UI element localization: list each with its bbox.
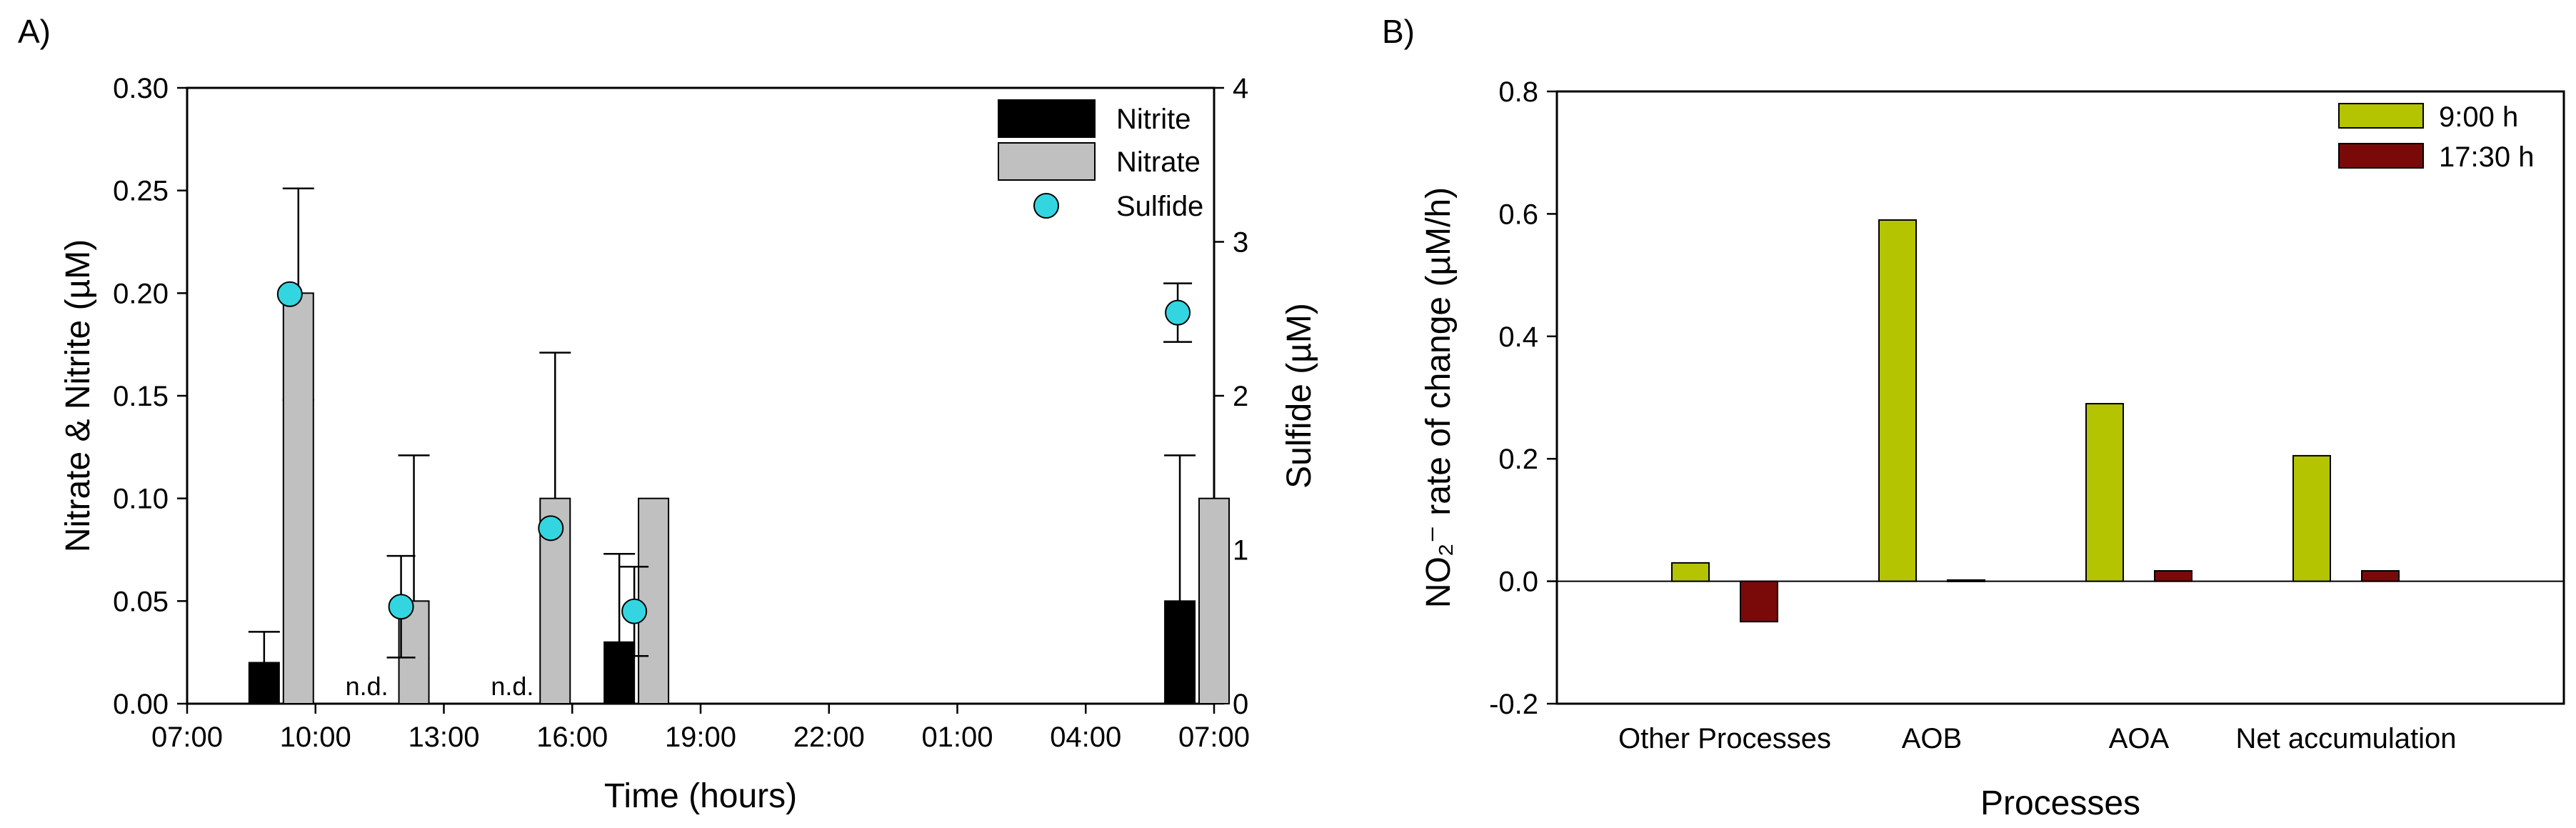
bar-nine bbox=[1671, 562, 1710, 582]
y2-tick-label-a: 3 bbox=[1233, 227, 1248, 259]
y-axis-label-a: Nitrate & Nitrite (µM) bbox=[59, 239, 97, 552]
y-tick-label-a: 0.05 bbox=[113, 586, 169, 617]
y2-tick-label-a: 2 bbox=[1233, 381, 1248, 412]
y-tick-label-b: 0.2 bbox=[1498, 444, 1538, 475]
legend-label-sulfide: Sulfide bbox=[1116, 191, 1203, 222]
x-tick-label-b: AOB bbox=[1902, 723, 1962, 754]
y2-axis-label-a: Sulfide (µM) bbox=[1281, 303, 1318, 489]
bar-seventeen-thirty bbox=[1947, 579, 1985, 582]
nitrite-bar bbox=[603, 641, 636, 704]
x-axis-label-a: Time (hours) bbox=[604, 777, 797, 815]
bar-seventeen-thirty bbox=[2154, 570, 2192, 582]
legend-swatch-b bbox=[2338, 143, 2424, 169]
bar-nine bbox=[2292, 454, 2331, 582]
bar-seventeen-thirty bbox=[2361, 570, 2400, 582]
y-tick-label-a: 0.20 bbox=[113, 278, 169, 309]
legend-label-nitrate: Nitrate bbox=[1116, 146, 1201, 178]
bar-nine bbox=[1878, 219, 1917, 582]
sulfide-point bbox=[1165, 299, 1191, 326]
x-tick-label-b: Other Processes bbox=[1618, 723, 1831, 754]
y-axis-label-b: NO₂⁻ rate of change (µM/h) bbox=[1420, 187, 1458, 608]
y-tick-label-a: 0.30 bbox=[113, 73, 169, 104]
y-tick-label-b: 0.4 bbox=[1498, 321, 1538, 353]
y-tick-label-a: 0.10 bbox=[113, 484, 169, 515]
x-tick-label-a: 10:00 bbox=[280, 722, 351, 753]
nitrate-bar bbox=[638, 497, 670, 705]
x-tick-label-a: 01:00 bbox=[921, 722, 993, 753]
panel-label-b: B) bbox=[1382, 13, 1415, 50]
sulfide-point bbox=[538, 515, 564, 542]
x-tick-label-b: AOA bbox=[2109, 723, 2170, 754]
legend-swatch-sulfide bbox=[1033, 193, 1059, 219]
x-tick-label-a: 19:00 bbox=[665, 722, 736, 753]
nitrate-bar bbox=[1198, 497, 1230, 705]
x-axis-label-b: Processes bbox=[1980, 784, 2140, 822]
bar-seventeen-thirty bbox=[1740, 580, 1778, 623]
y-tick-label-b: 0.8 bbox=[1498, 76, 1538, 108]
y-tick-label-a: 0.25 bbox=[113, 176, 169, 207]
y-tick-label-b: -0.2 bbox=[1489, 689, 1538, 720]
x-tick-label-b: Net accumulation bbox=[2235, 723, 2456, 754]
y-tick-label-b: 0.0 bbox=[1498, 567, 1538, 598]
y-tick-label-a: 0.00 bbox=[113, 689, 169, 720]
sulfide-point bbox=[388, 594, 414, 620]
x-tick-label-a: 16:00 bbox=[536, 722, 608, 753]
sulfide-point bbox=[621, 598, 648, 624]
x-tick-label-a: 07:00 bbox=[1178, 722, 1250, 753]
nitrite-bar bbox=[248, 662, 280, 704]
legend-swatch-b bbox=[2338, 103, 2424, 129]
x-tick-label-a: 22:00 bbox=[793, 722, 865, 753]
sulfide-point bbox=[276, 281, 303, 307]
nd-annotation: n.d. bbox=[346, 672, 389, 701]
legend-swatch-nitrate bbox=[998, 142, 1096, 181]
bar-nine bbox=[2085, 403, 2124, 582]
legend-label-nitrite: Nitrite bbox=[1116, 104, 1191, 135]
y2-tick-label-a: 4 bbox=[1233, 73, 1248, 104]
y2-tick-label-a: 1 bbox=[1233, 535, 1248, 567]
legend-label-b: 17:30 h bbox=[2439, 141, 2534, 173]
y2-tick-label-a: 0 bbox=[1233, 689, 1248, 720]
nd-annotation: n.d. bbox=[491, 672, 533, 701]
nitrite-bar bbox=[1164, 600, 1196, 704]
y-tick-label-a: 0.15 bbox=[113, 381, 169, 412]
x-tick-label-a: 04:00 bbox=[1050, 722, 1121, 753]
plot-frame-b bbox=[1555, 90, 2565, 705]
legend-swatch-nitrite bbox=[998, 99, 1096, 138]
panel-label-a: A) bbox=[18, 13, 51, 50]
x-tick-label-a: 13:00 bbox=[408, 722, 479, 753]
nitrate-bar bbox=[282, 292, 314, 705]
legend-label-b: 9:00 h bbox=[2439, 101, 2518, 133]
y-tick-label-b: 0.6 bbox=[1498, 199, 1538, 230]
x-tick-label-a: 07:00 bbox=[151, 722, 223, 753]
